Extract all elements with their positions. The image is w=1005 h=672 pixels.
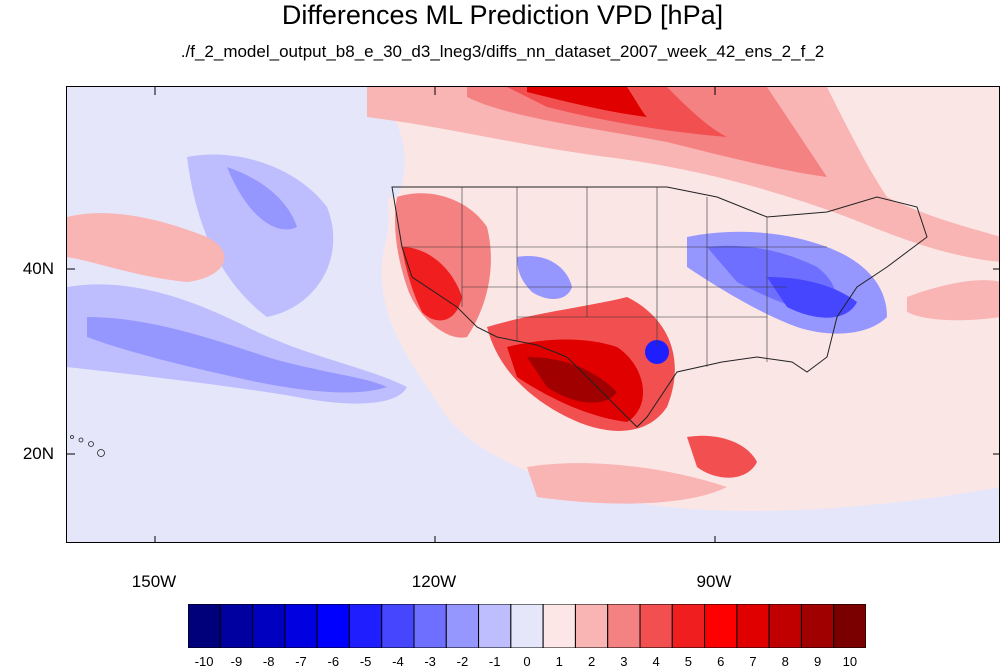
colorbar-box xyxy=(768,604,802,648)
colorbar-box xyxy=(510,604,544,648)
colorbar-label: 6 xyxy=(717,654,725,669)
colorbar-labels: -10 -9 -8 -7 -6 -5 -4 -3 -2 -1 0 1 2 3 4 5 6 7 8 9 10 xyxy=(0,654,1005,672)
colorbar-label: 9 xyxy=(813,654,822,669)
colorbar-label: -6 xyxy=(327,654,340,669)
lat-label-20n: 20N xyxy=(22,444,54,463)
colorbar-box xyxy=(252,604,286,648)
colorbar-label: -7 xyxy=(295,654,307,669)
colorbar-label: 3 xyxy=(620,654,628,669)
lon-label-90w: 90W xyxy=(696,572,732,591)
colorbar-box xyxy=(833,604,866,648)
colorbar-label: -2 xyxy=(456,654,469,669)
colorbar-box xyxy=(284,604,318,648)
colorbar-box xyxy=(381,604,415,648)
colorbar-box xyxy=(478,604,512,648)
colorbar-box xyxy=(736,604,770,648)
colorbar-box xyxy=(704,604,738,648)
colorbar-label: 10 xyxy=(842,654,858,669)
colorbar-box xyxy=(445,604,480,648)
colorbar-label: -5 xyxy=(359,654,372,669)
colorbar-box xyxy=(639,604,673,648)
colorbar-label: 0 xyxy=(523,654,531,669)
colorbar-label: -9 xyxy=(230,654,243,669)
colorbar-label: -1 xyxy=(488,654,501,669)
colorbar-box xyxy=(348,604,383,648)
map-field xyxy=(67,87,999,542)
colorbar-box xyxy=(219,604,254,648)
lon-label-120w: 120W xyxy=(411,572,457,591)
colorbar-box xyxy=(574,604,609,648)
map-frame xyxy=(66,86,1000,543)
colorbar-box xyxy=(671,604,706,648)
colorbar-box xyxy=(800,604,835,648)
colorbar-label: 2 xyxy=(587,654,596,669)
map-subtitle: ./f_2_model_output_b8_e_30_d3_lneg3/diff… xyxy=(180,42,825,61)
colorbar-label: -10 xyxy=(194,654,214,669)
lat-label-40n: 40N xyxy=(22,259,54,278)
lon-label-150w: 150W xyxy=(131,572,177,591)
colorbar-box xyxy=(188,604,221,648)
colorbar-label: 8 xyxy=(781,654,789,669)
colorbar-label: -3 xyxy=(424,654,436,669)
colorbar-box xyxy=(542,604,576,648)
colorbar-box xyxy=(607,604,641,648)
map-title: Differences ML Prediction VPD [hPa] xyxy=(281,0,724,30)
colorbar xyxy=(188,604,866,648)
colorbar-label: -8 xyxy=(262,654,275,669)
colorbar-box xyxy=(316,604,350,648)
colorbar-label: 5 xyxy=(684,654,692,669)
colorbar-box xyxy=(413,604,447,648)
colorbar-label: -4 xyxy=(392,654,404,669)
colorbar-label: 4 xyxy=(652,654,660,669)
colorbar-label: 1 xyxy=(555,654,563,669)
colorbar-label: 7 xyxy=(749,654,757,669)
